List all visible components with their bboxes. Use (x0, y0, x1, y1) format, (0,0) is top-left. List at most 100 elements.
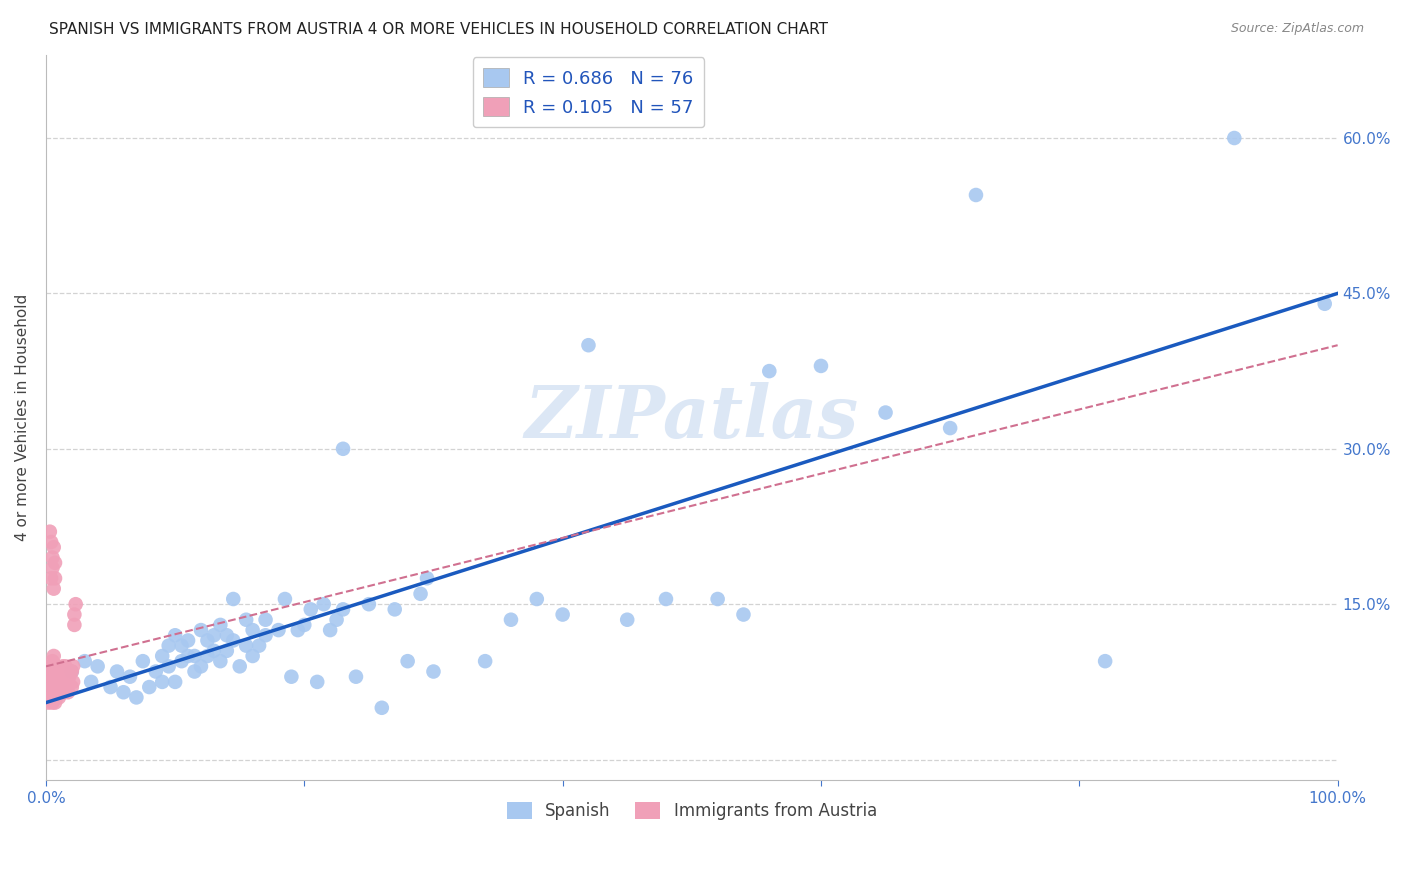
Point (39, 690, 62, 705)
Point (242, 648, 264, 663)
Point (42, 674, 65, 689)
Point (1313, 297, 1336, 311)
Point (46, 685, 69, 699)
Point (56, 685, 79, 699)
Point (39, 659, 62, 673)
Point (53, 674, 76, 689)
Point (222, 633, 245, 648)
Point (53, 685, 76, 699)
Point (51, 665, 73, 679)
Point (112, 685, 135, 699)
Point (578, 338, 600, 352)
Point (41, 561, 63, 575)
Point (65, 597, 87, 611)
Point (197, 648, 219, 663)
Point (63, 607, 86, 622)
Point (209, 654, 232, 668)
Point (49, 685, 72, 699)
Point (616, 613, 638, 627)
Point (41, 665, 63, 679)
Point (758, 364, 780, 378)
Point (44, 556, 66, 570)
Point (52, 674, 75, 689)
Point (325, 613, 347, 627)
Point (371, 700, 394, 714)
Point (48, 680, 70, 694)
Point (41, 680, 63, 694)
Point (42, 582, 65, 596)
Point (42, 659, 65, 673)
Point (274, 592, 297, 607)
Point (38, 685, 60, 699)
Point (44, 665, 66, 679)
Point (551, 607, 574, 622)
Point (183, 648, 205, 663)
Point (38, 696, 60, 710)
Point (118, 670, 141, 684)
Point (170, 654, 193, 668)
Y-axis label: 4 or more Vehicles in Household: 4 or more Vehicles in Household (15, 294, 30, 541)
Point (59, 665, 82, 679)
Point (312, 597, 335, 611)
Point (416, 571, 439, 585)
Point (170, 639, 193, 653)
Point (332, 442, 354, 456)
Point (215, 644, 238, 658)
Point (499, 613, 522, 627)
Point (55, 665, 77, 679)
Point (384, 602, 406, 616)
Point (222, 592, 245, 607)
Point (44, 696, 66, 710)
Point (733, 607, 755, 622)
Point (145, 665, 167, 679)
Point (526, 592, 548, 607)
Point (63, 618, 86, 632)
Point (53, 659, 76, 673)
Point (197, 633, 219, 648)
Point (45, 674, 67, 689)
Text: Source: ZipAtlas.com: Source: ZipAtlas.com (1230, 22, 1364, 36)
Text: SPANISH VS IMMIGRANTS FROM AUSTRIA 4 OR MORE VEHICLES IN HOUSEHOLD CORRELATION C: SPANISH VS IMMIGRANTS FROM AUSTRIA 4 OR … (49, 22, 828, 37)
Point (41, 550, 63, 565)
Point (242, 623, 264, 637)
Point (202, 628, 225, 642)
Point (86, 659, 108, 673)
Point (655, 592, 678, 607)
Point (228, 659, 250, 673)
Point (49, 670, 72, 684)
Point (100, 680, 122, 694)
Point (48, 690, 70, 705)
Point (190, 659, 212, 673)
Point (183, 665, 205, 679)
Point (157, 659, 180, 673)
Point (299, 602, 322, 616)
Point (51, 680, 73, 694)
Point (177, 648, 200, 663)
Point (132, 654, 155, 668)
Point (38, 524, 60, 539)
Text: ZIPatlas: ZIPatlas (524, 382, 859, 453)
Point (474, 654, 496, 668)
Point (157, 639, 180, 653)
Point (165, 674, 187, 689)
Point (53, 670, 76, 684)
Point (44, 571, 66, 585)
Point (235, 639, 257, 653)
Point (55, 680, 77, 694)
Point (254, 628, 277, 642)
Point (42, 648, 65, 663)
Point (332, 602, 354, 616)
Point (939, 421, 962, 435)
Point (215, 628, 238, 642)
Point (45, 659, 67, 673)
Point (42, 690, 65, 705)
Point (287, 623, 309, 637)
Point (60, 665, 83, 679)
Point (73, 654, 96, 668)
Point (190, 623, 212, 637)
Point (409, 587, 432, 601)
Point (875, 405, 897, 419)
Point (45, 690, 67, 705)
Point (60, 665, 83, 679)
Point (357, 597, 380, 611)
